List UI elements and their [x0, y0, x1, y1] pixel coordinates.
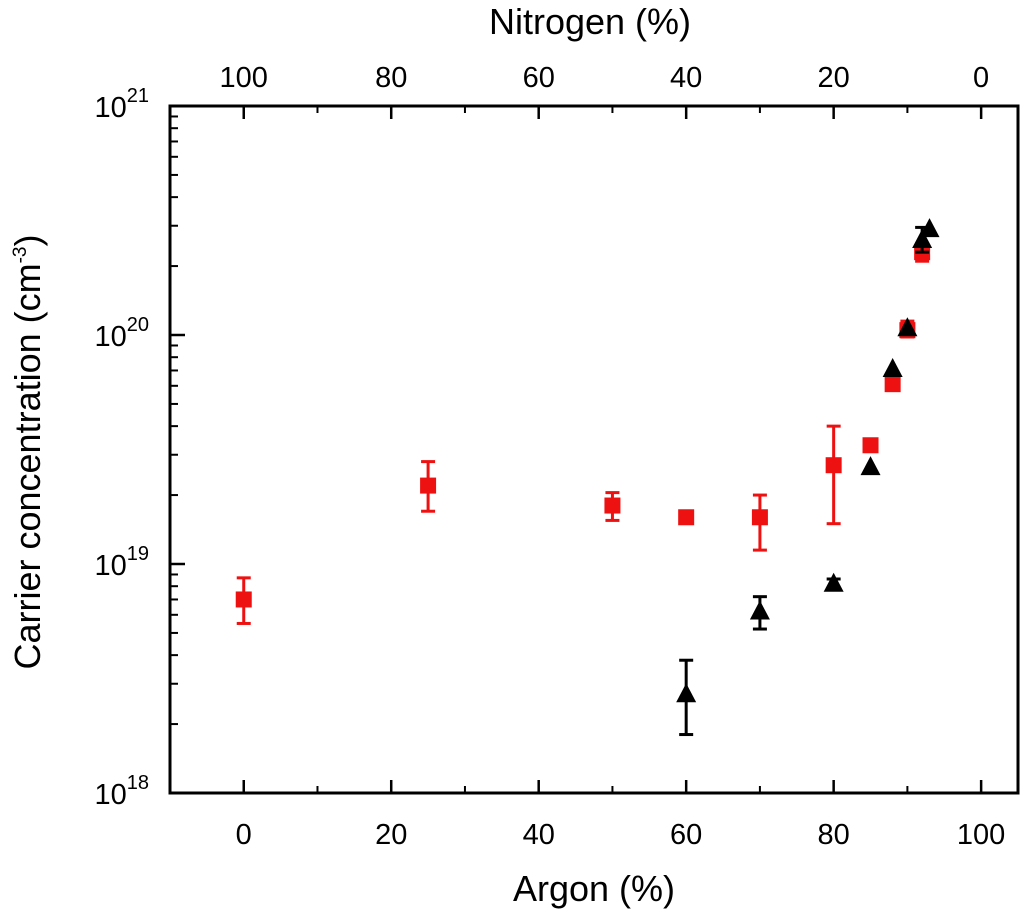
triangle-marker [912, 228, 933, 248]
x2-tick-label: 80 [375, 62, 407, 94]
triangle-marker [919, 218, 940, 238]
y-tick-label: 1020 [94, 314, 149, 353]
series-square [235, 242, 931, 625]
x-tick-label: 40 [523, 819, 555, 851]
y-tick-label-exp: 20 [127, 314, 149, 336]
y-axis-title-main: Carrier concentration (cm [7, 263, 48, 669]
y-tick-label: 1019 [94, 543, 149, 582]
square-marker [678, 509, 695, 526]
x-tick-label: 60 [670, 819, 702, 851]
plot-border [168, 104, 1020, 795]
plot-frame [168, 104, 1020, 795]
x-tick-label: 20 [375, 819, 407, 851]
y-tick-label-exp: 19 [127, 543, 149, 565]
square-marker [825, 457, 842, 474]
square-marker [884, 376, 901, 393]
x2-tick-label: 20 [818, 62, 850, 94]
y-axis-title: Carrier concentration (cm-3) [7, 234, 48, 669]
y-tick-label-base: 10 [94, 92, 126, 124]
y-tick-label-base: 10 [94, 550, 126, 582]
y-tick-label-exp: 18 [127, 772, 149, 794]
y-tick-label-exp: 21 [127, 85, 149, 107]
square-marker [235, 591, 252, 608]
x2-tick-label: 0 [973, 62, 989, 94]
x-axis-title: Argon (%) [513, 868, 675, 909]
axis-ticks [169, 106, 983, 795]
x2-tick-label: 40 [670, 62, 702, 94]
triangle-marker [823, 572, 844, 592]
triangle-marker [749, 600, 770, 620]
triangle-marker [882, 358, 903, 378]
y-tick-label-base: 10 [94, 779, 126, 811]
square-marker [420, 477, 437, 494]
x2-axis-title: Nitrogen (%) [489, 1, 691, 42]
x2-tick-label: 60 [523, 62, 555, 94]
data-points [235, 218, 940, 737]
x2-tick-label: 100 [220, 62, 268, 94]
series-triangle [676, 218, 940, 737]
y-tick-label: 1021 [94, 85, 149, 124]
triangle-marker [897, 317, 918, 337]
square-marker [751, 509, 768, 526]
y-axis-title-close: ) [7, 234, 48, 246]
y-tick-label: 1018 [94, 772, 149, 811]
x-tick-label: 80 [818, 819, 850, 851]
y-axis-title-exp: -3 [10, 246, 31, 263]
triangle-marker [676, 683, 697, 703]
square-marker [862, 437, 879, 454]
y-tick-label-base: 10 [94, 321, 126, 353]
x-tick-label: 0 [236, 819, 252, 851]
triangle-marker [860, 456, 881, 476]
x-tick-label: 100 [957, 819, 1005, 851]
square-marker [604, 497, 621, 514]
